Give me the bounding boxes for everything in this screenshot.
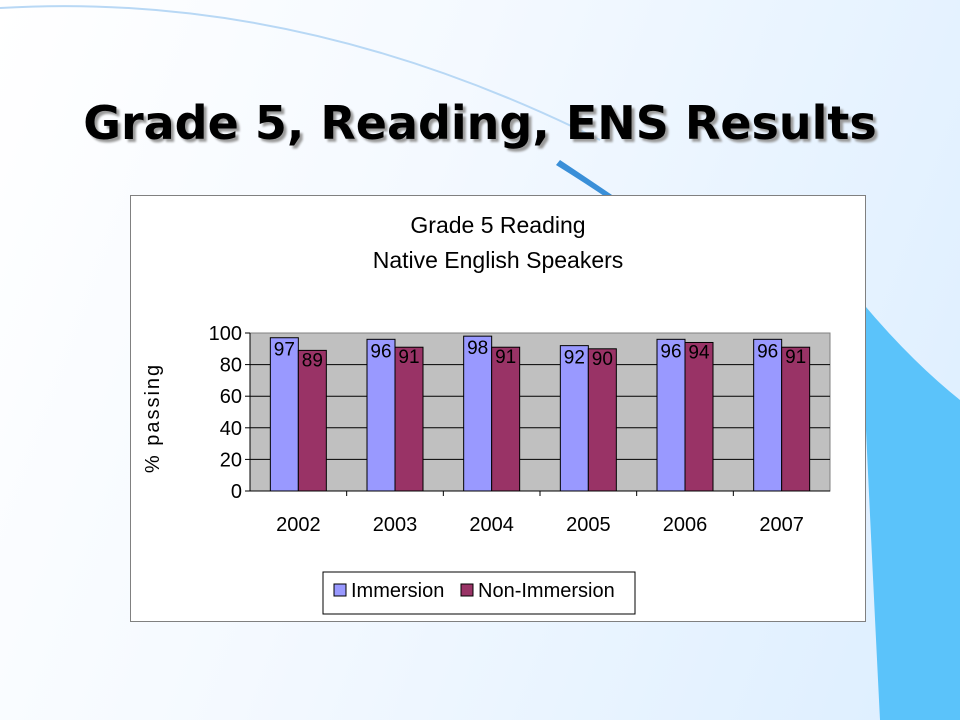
y-tick-label: 80 [220,355,242,377]
bars [269,335,811,492]
x-tick-label: 2005 [566,514,611,536]
chart-title: Grade 5 Reading [410,212,585,238]
data-label-non-immersion: 94 [688,342,710,363]
data-label-immersion: 96 [660,341,681,362]
title-swoosh [556,160,615,200]
bar-immersion [559,345,589,492]
slide-title: Grade 5, Reading, ENS Results [83,96,877,150]
chart-frame: Grade 5 Reading Native English Speakers … [130,195,866,622]
x-tick-label: 2002 [276,514,321,536]
y-tick-label: 0 [231,481,242,503]
legend-label-immersion: Immersion [351,580,444,602]
x-tick-label: 2003 [373,514,418,536]
plot-area [249,332,831,492]
y-axis-label: % passing [142,363,164,473]
y-tick-label: 100 [209,323,242,345]
legend-swatch-immersion [333,583,347,597]
bar-non-immersion [394,346,424,492]
data-label-non-immersion: 91 [398,347,419,368]
bar-immersion [656,338,686,492]
legend: Immersion Non-Immersion [322,571,636,615]
data-label-non-immersion: 91 [495,347,516,368]
legend-box [322,571,636,615]
y-tick-label: 20 [220,449,242,471]
data-label-immersion: 97 [274,340,295,361]
bar-non-immersion [781,346,811,492]
bar-non-immersion [684,341,714,492]
gridlines [250,364,830,460]
y-tick-label: 40 [220,418,242,440]
x-axis-ticks: 2002 2003 2004 2005 2006 2007 [276,491,804,536]
data-label-non-immersion: 89 [302,350,323,371]
data-label-non-immersion: 91 [785,347,806,368]
bar-non-immersion [297,349,327,492]
legend-label-non-immersion: Non-Immersion [478,580,615,602]
arc-line [0,5,601,141]
data-label-immersion: 96 [370,341,391,362]
x-tick-label: 2007 [759,514,804,536]
y-tick-label: 60 [220,386,242,408]
bar-immersion [366,338,396,492]
chart-subtitle: Native English Speakers [373,247,624,273]
data-labels: 97 89 96 91 98 91 92 90 96 94 96 91 [274,338,806,371]
x-tick-label: 2004 [469,514,513,536]
bar-immersion [753,338,783,492]
x-tick-label: 2006 [663,514,708,536]
data-label-immersion: 98 [467,338,488,359]
data-label-immersion: 96 [757,341,778,362]
data-label-non-immersion: 90 [592,349,613,370]
data-label-immersion: 92 [564,348,585,369]
bar-non-immersion [491,346,521,492]
bar-chart: Grade 5 Reading Native English Speakers … [142,212,831,615]
y-axis-ticks: 0 20 40 60 80 100 [209,323,250,503]
bar-immersion [463,335,493,492]
bar-immersion [269,337,299,492]
bar-non-immersion [587,348,617,492]
legend-swatch-non-immersion [460,583,474,597]
blue-swoosh [860,300,960,720]
